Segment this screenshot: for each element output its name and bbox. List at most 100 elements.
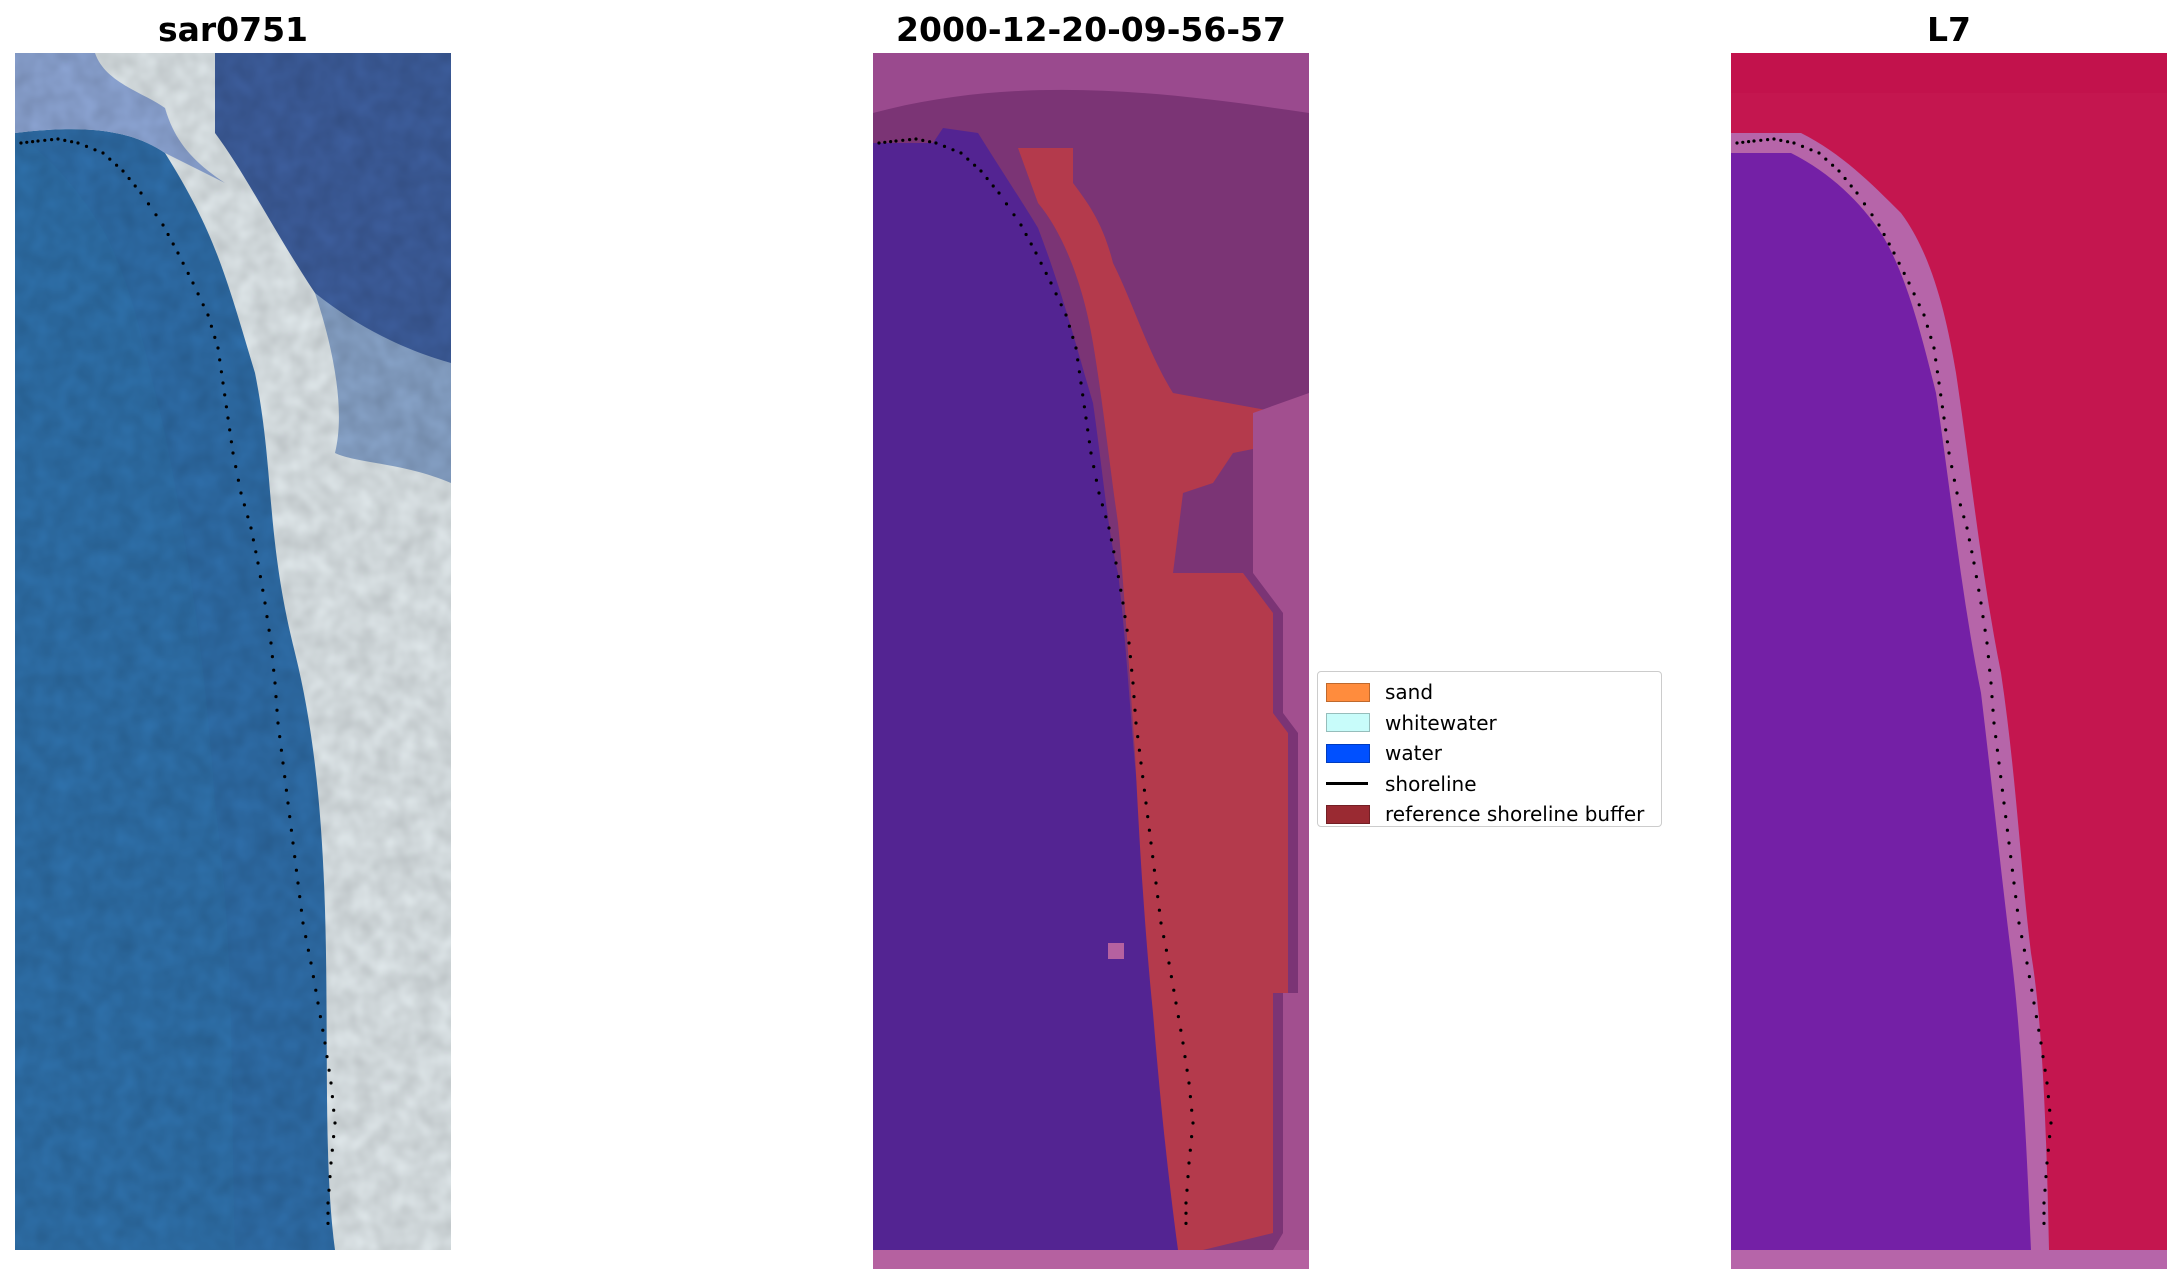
shoreline-point	[2004, 815, 2008, 819]
shoreline-point	[2009, 855, 2013, 859]
shoreline-point	[979, 169, 983, 173]
shoreline-point	[284, 788, 288, 792]
shoreline-point	[19, 141, 23, 145]
shoreline-point	[1187, 1161, 1191, 1165]
water-area	[1731, 153, 2031, 1250]
shoreline-line	[1326, 782, 1368, 786]
shoreline-point	[209, 324, 213, 328]
shoreline-point	[2010, 868, 2014, 872]
shoreline-point	[997, 191, 1001, 195]
panel-title-classification: 2000-12-20-09-56-57	[896, 10, 1286, 49]
shoreline-point	[1188, 1148, 1192, 1152]
shoreline-point	[314, 988, 318, 992]
shoreline-point	[161, 223, 165, 227]
shoreline-point	[332, 1135, 336, 1139]
shoreline-point	[25, 140, 29, 144]
shoreline-point	[1967, 538, 1971, 542]
shoreline-point	[1735, 141, 1739, 145]
shoreline-point	[2042, 1221, 2046, 1225]
shoreline-point	[1887, 242, 1891, 246]
shoreline-point	[1089, 451, 1093, 455]
legend: sand whitewater water shoreline referenc…	[1317, 671, 1662, 827]
shoreline-point	[2043, 1188, 2047, 1192]
shoreline-point	[1054, 292, 1058, 296]
shoreline-point	[1012, 213, 1016, 217]
shoreline-points	[877, 137, 1195, 1225]
shoreline-point	[921, 138, 925, 142]
shoreline-point	[166, 232, 170, 237]
shoreline-point	[218, 358, 222, 362]
shoreline-point	[1190, 1135, 1194, 1139]
sand-swatch	[1326, 682, 1370, 702]
shoreline-point	[326, 1221, 330, 1225]
shoreline-point	[1174, 1001, 1178, 1005]
shoreline-point	[298, 895, 302, 899]
shoreline-point	[1972, 561, 1976, 565]
shoreline-point	[323, 1041, 327, 1045]
shoreline-point	[1183, 1055, 1187, 1059]
shoreline-point	[213, 335, 217, 339]
shoreline-point	[1114, 561, 1118, 565]
shoreline-point	[1081, 393, 1085, 397]
shoreline-point	[934, 141, 938, 145]
shoreline-point	[2022, 948, 2026, 952]
shoreline-point	[1119, 588, 1123, 592]
shoreline-point	[1071, 335, 1075, 339]
shoreline-point	[63, 138, 67, 142]
shoreline-point	[1809, 148, 1813, 152]
shoreline-point	[1087, 440, 1091, 444]
shoreline-point	[2025, 961, 2029, 965]
shoreline-point	[276, 721, 280, 725]
shoreline-point	[2027, 975, 2031, 979]
shoreline-point	[1077, 370, 1081, 374]
shoreline-point	[1146, 815, 1150, 819]
shoreline-point	[1945, 440, 1949, 444]
shoreline-point	[1962, 515, 1966, 519]
shoreline-point	[299, 908, 303, 912]
shoreline-point	[1184, 1221, 1188, 1225]
shoreline-point	[283, 775, 287, 779]
shoreline-point	[279, 748, 283, 752]
whitewater-swatch	[1326, 713, 1370, 733]
shoreline-point	[1109, 538, 1113, 542]
shoreline-point	[1076, 358, 1080, 362]
shoreline-point	[1134, 721, 1138, 725]
shoreline-point	[93, 148, 97, 152]
shoreline-point	[1766, 138, 1770, 142]
shoreline-point	[256, 561, 260, 565]
shoreline-point	[329, 1081, 333, 1085]
shoreline-point	[258, 575, 262, 579]
shoreline-point	[1974, 575, 1978, 579]
shoreline-point	[1989, 681, 1993, 685]
shoreline-point	[928, 140, 932, 144]
shoreline-point	[1116, 575, 1120, 579]
shoreline-point	[1188, 1095, 1192, 1099]
shoreline-point	[293, 855, 297, 859]
shoreline-point	[236, 478, 240, 482]
shoreline-point	[1925, 324, 1929, 328]
shoreline-point	[1985, 641, 1989, 645]
shoreline-point	[2039, 1041, 2043, 1045]
shoreline-point	[2043, 1068, 2047, 1072]
shoreline-point	[223, 393, 227, 397]
shoreline-point	[1185, 1188, 1189, 1192]
shoreline-point	[1084, 416, 1088, 420]
shoreline-point	[1932, 346, 1936, 350]
shoreline-point	[2045, 1081, 2049, 1085]
shoreline-point	[1958, 503, 1962, 507]
shoreline-point	[1991, 708, 1995, 712]
shoreline-point	[1837, 169, 1841, 173]
shoreline-point	[251, 538, 255, 542]
shoreline-point	[1121, 601, 1125, 605]
rgb-image	[15, 53, 451, 1250]
shoreline-point	[1741, 140, 1745, 144]
shoreline-point	[1176, 1015, 1180, 1019]
shoreline-point	[1942, 416, 1946, 420]
shoreline-point	[1862, 202, 1867, 206]
shoreline-point	[1049, 281, 1053, 285]
shoreline-point	[2000, 788, 2004, 792]
shoreline-point	[1039, 261, 1043, 265]
shoreline-point	[1902, 271, 1906, 275]
shoreline-point	[1922, 313, 1926, 317]
shoreline-point	[289, 828, 293, 832]
